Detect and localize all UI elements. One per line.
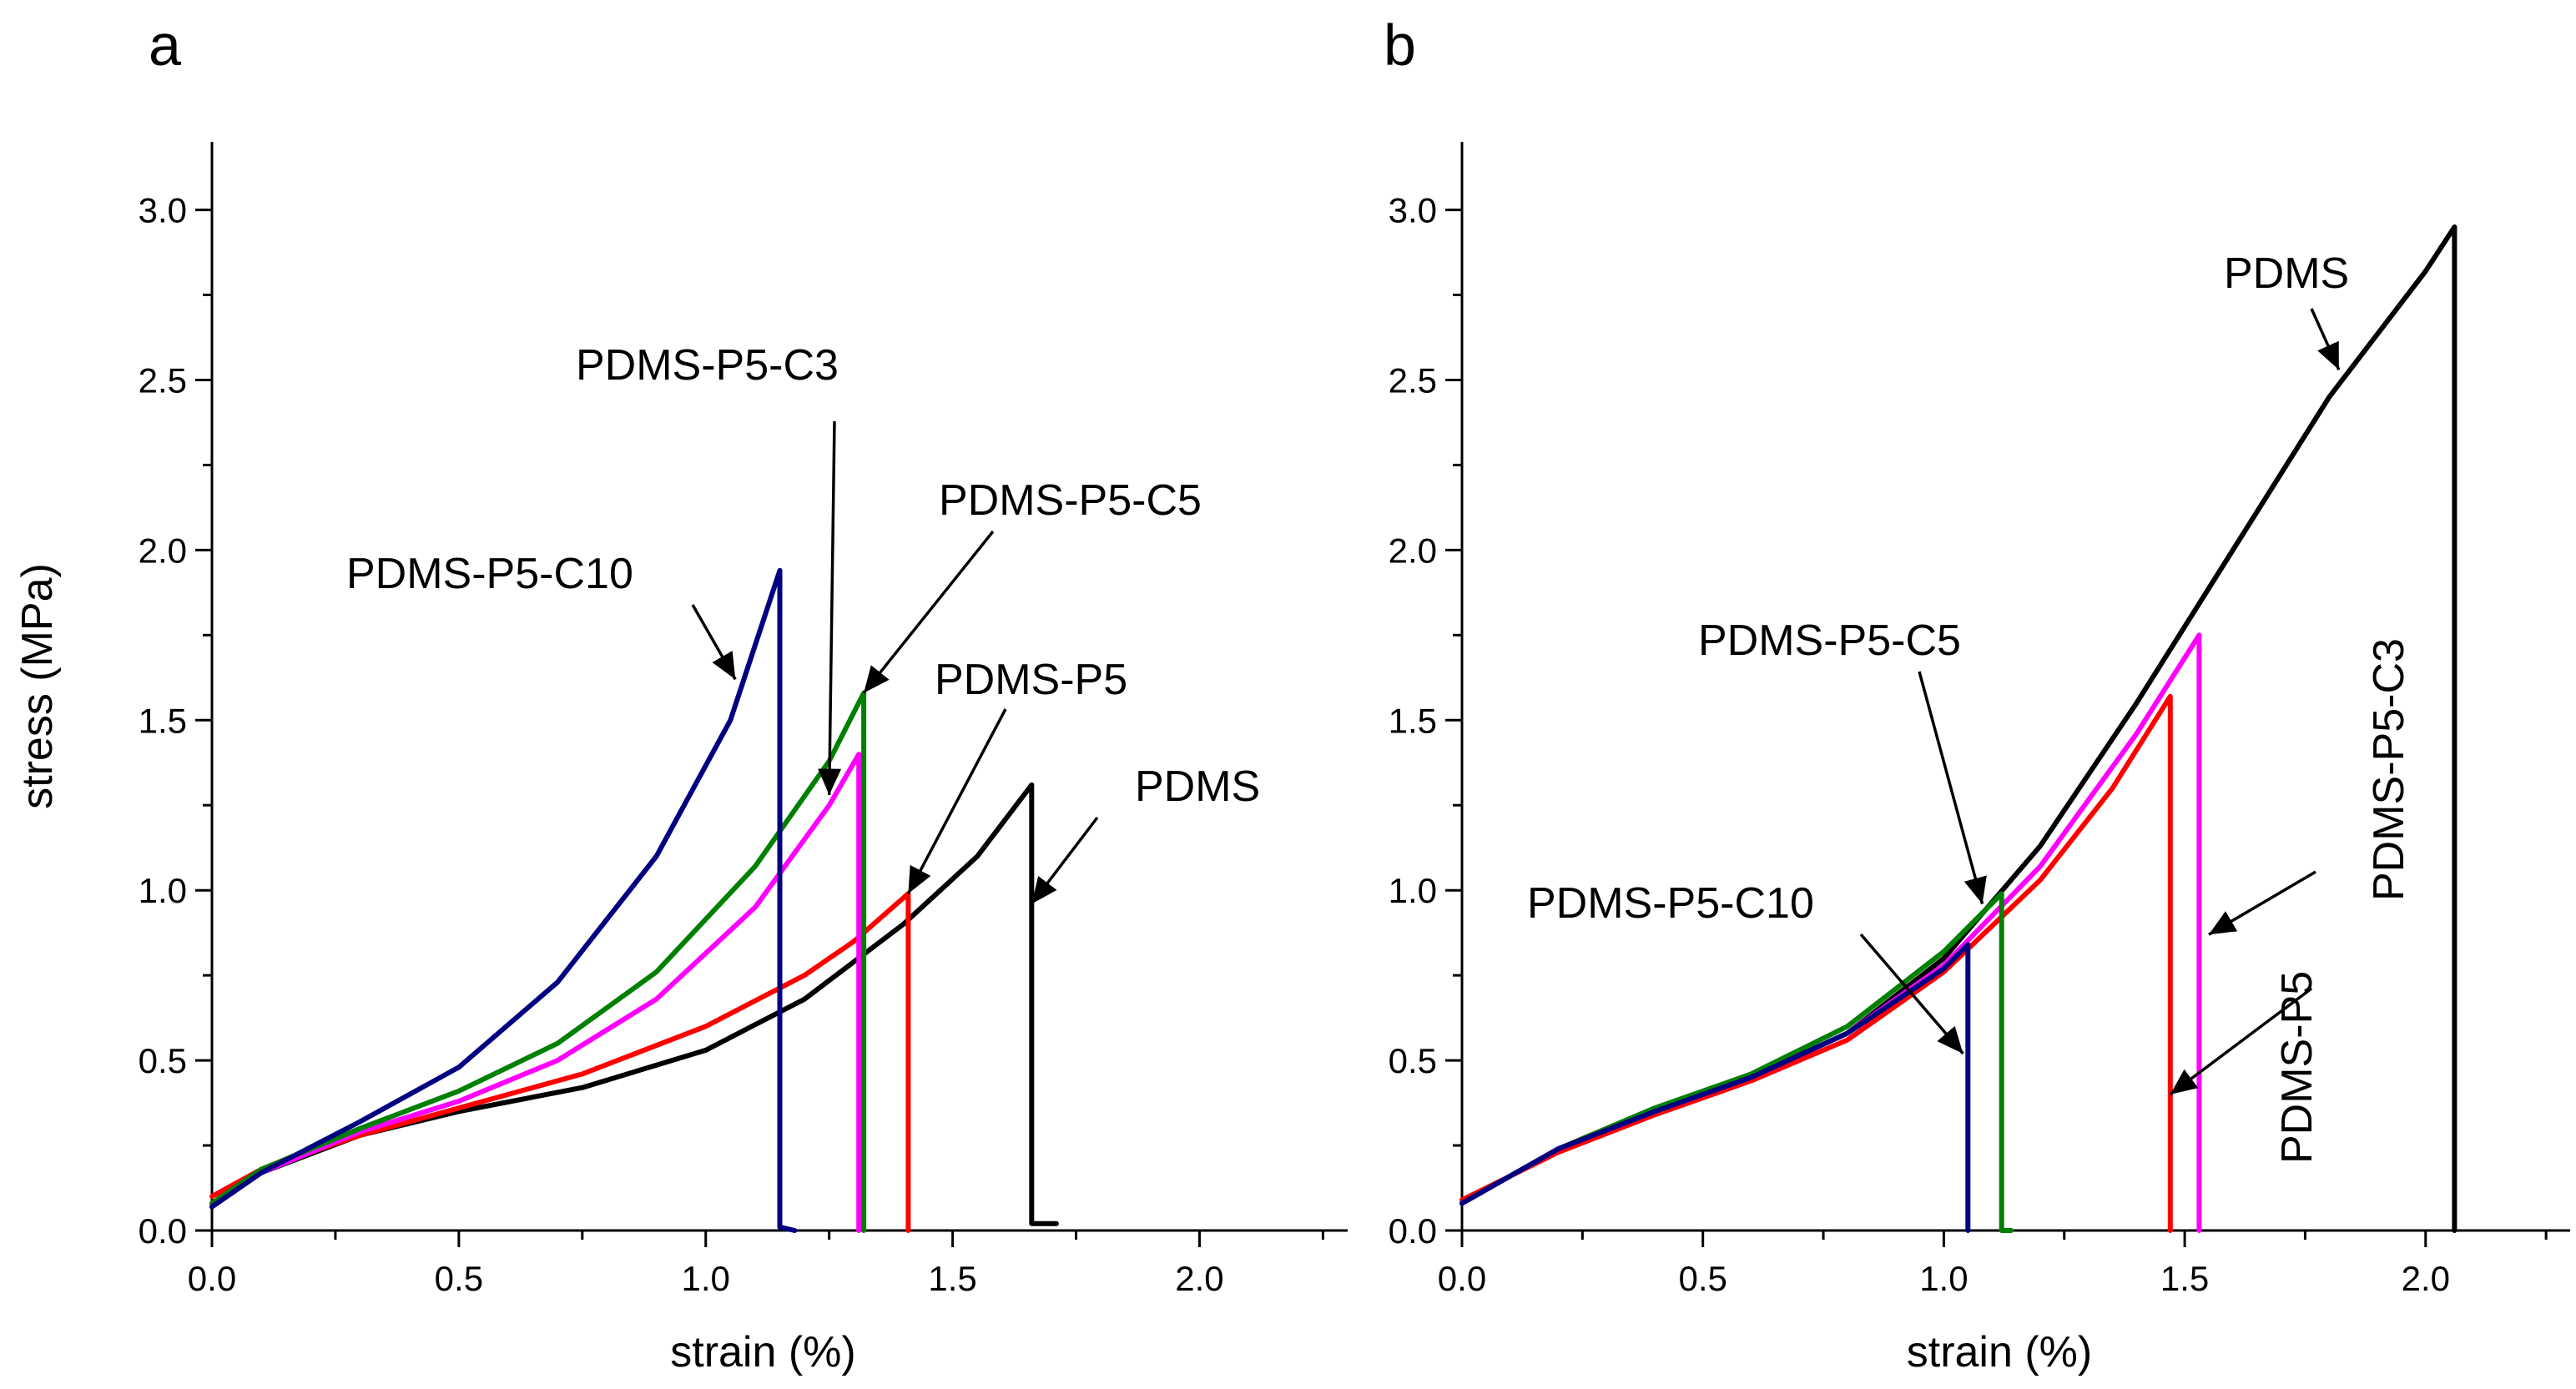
annotation-arrow: [2208, 870, 2316, 936]
x-tick-label: 2.0: [2402, 1259, 2450, 1298]
series-line-pdms-p5-c10: [209, 567, 798, 1233]
y-tick-label: 1.0: [1389, 871, 1437, 910]
panel-b-plot: 0.0 0.5 1.0 1.5 2.0 0.0 0.5 1.0 1.5 2.0 2.5 3.0 stra…: [1389, 142, 2570, 1376]
panel-a-plot: 0.0 0.5 1.0 1.5 2.0 0.0 0.5 1.0 1.5 2.0 2.5 3.0 stra…: [13, 142, 1348, 1376]
annotation-label: PDMS-P5-C10: [1527, 879, 1814, 928]
annotation-arrow: [906, 708, 1007, 895]
x-tick-label: 0.0: [188, 1259, 236, 1298]
x-tick-label: 0.5: [1679, 1259, 1727, 1298]
x-tick-label: 0.0: [1438, 1259, 1486, 1298]
annotation-label: PDMS: [2224, 249, 2349, 298]
annotation-label: PDMS-P5-C5: [939, 476, 1202, 525]
x-tick-label: 1.0: [1919, 1259, 1968, 1298]
annotation-label: PDMS-P5-C10: [346, 550, 633, 598]
y-tick-label: 2.0: [1389, 531, 1437, 570]
panel-a-label: a: [149, 13, 181, 78]
series-line-pdms-p5-c10: [1459, 942, 1971, 1233]
annotation-label: PDMS-P5-C3: [576, 341, 839, 390]
y-tick-label: 2.0: [139, 531, 187, 570]
x-tick-label: 1.5: [2160, 1259, 2209, 1298]
annotation-arrow: [2169, 987, 2313, 1096]
series-line-pdms-p5: [1459, 693, 2173, 1233]
annotation-arrow: [1030, 816, 1099, 905]
x-tick-label: 1.0: [682, 1259, 730, 1298]
y-tick-label: 3.0: [1389, 191, 1437, 230]
annotation-arrow: [2310, 308, 2341, 370]
annotation-label: PDMS-P5-C5: [1698, 616, 1961, 665]
x-axis-title: strain (%): [670, 1328, 855, 1376]
y-tick-label: 0.5: [139, 1041, 187, 1080]
y-tick-label: 1.5: [1389, 701, 1437, 740]
series-line-pdms-p5: [209, 891, 911, 1233]
y-tick-label: 1.0: [139, 871, 187, 910]
annotation-arrow: [691, 604, 737, 681]
y-tick-label: 1.5: [139, 701, 187, 740]
y-tick-label: 0.0: [1389, 1211, 1437, 1251]
y-tick-label: 0.0: [139, 1211, 187, 1251]
y-tick-label: 2.5: [139, 360, 187, 400]
y-tick-label: 3.0: [139, 191, 187, 230]
panel-b-label: b: [1384, 13, 1416, 78]
annotation-arrow: [862, 530, 995, 694]
x-tick-label: 2.0: [1175, 1259, 1223, 1298]
annotation-label: PDMS-P5: [935, 656, 1127, 704]
annotation-label: PDMS-P5-C3: [2365, 638, 2413, 901]
annotation-label: PDMS-P5: [2273, 971, 2321, 1164]
series-line-pdms-p5-c5: [1459, 891, 2014, 1233]
annotation-arrow: [1918, 671, 1987, 904]
annotation-label: PDMS: [1135, 762, 1260, 811]
series-line-pdms-p5-c3: [209, 752, 862, 1233]
y-tick-label: 2.5: [1389, 360, 1437, 400]
annotation-arrow: [1859, 933, 1964, 1055]
x-tick-label: 0.5: [435, 1259, 483, 1298]
x-tick-label: 1.5: [928, 1259, 976, 1298]
annotation-arrow: [818, 420, 842, 796]
y-axis-title: stress (MPa): [13, 563, 62, 809]
y-tick-label: 0.5: [1389, 1041, 1437, 1080]
x-axis-title: strain (%): [1907, 1328, 2092, 1376]
